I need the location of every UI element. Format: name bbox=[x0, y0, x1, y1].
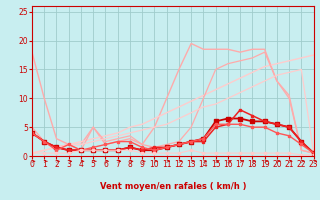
X-axis label: Vent moyen/en rafales ( km/h ): Vent moyen/en rafales ( km/h ) bbox=[100, 182, 246, 191]
